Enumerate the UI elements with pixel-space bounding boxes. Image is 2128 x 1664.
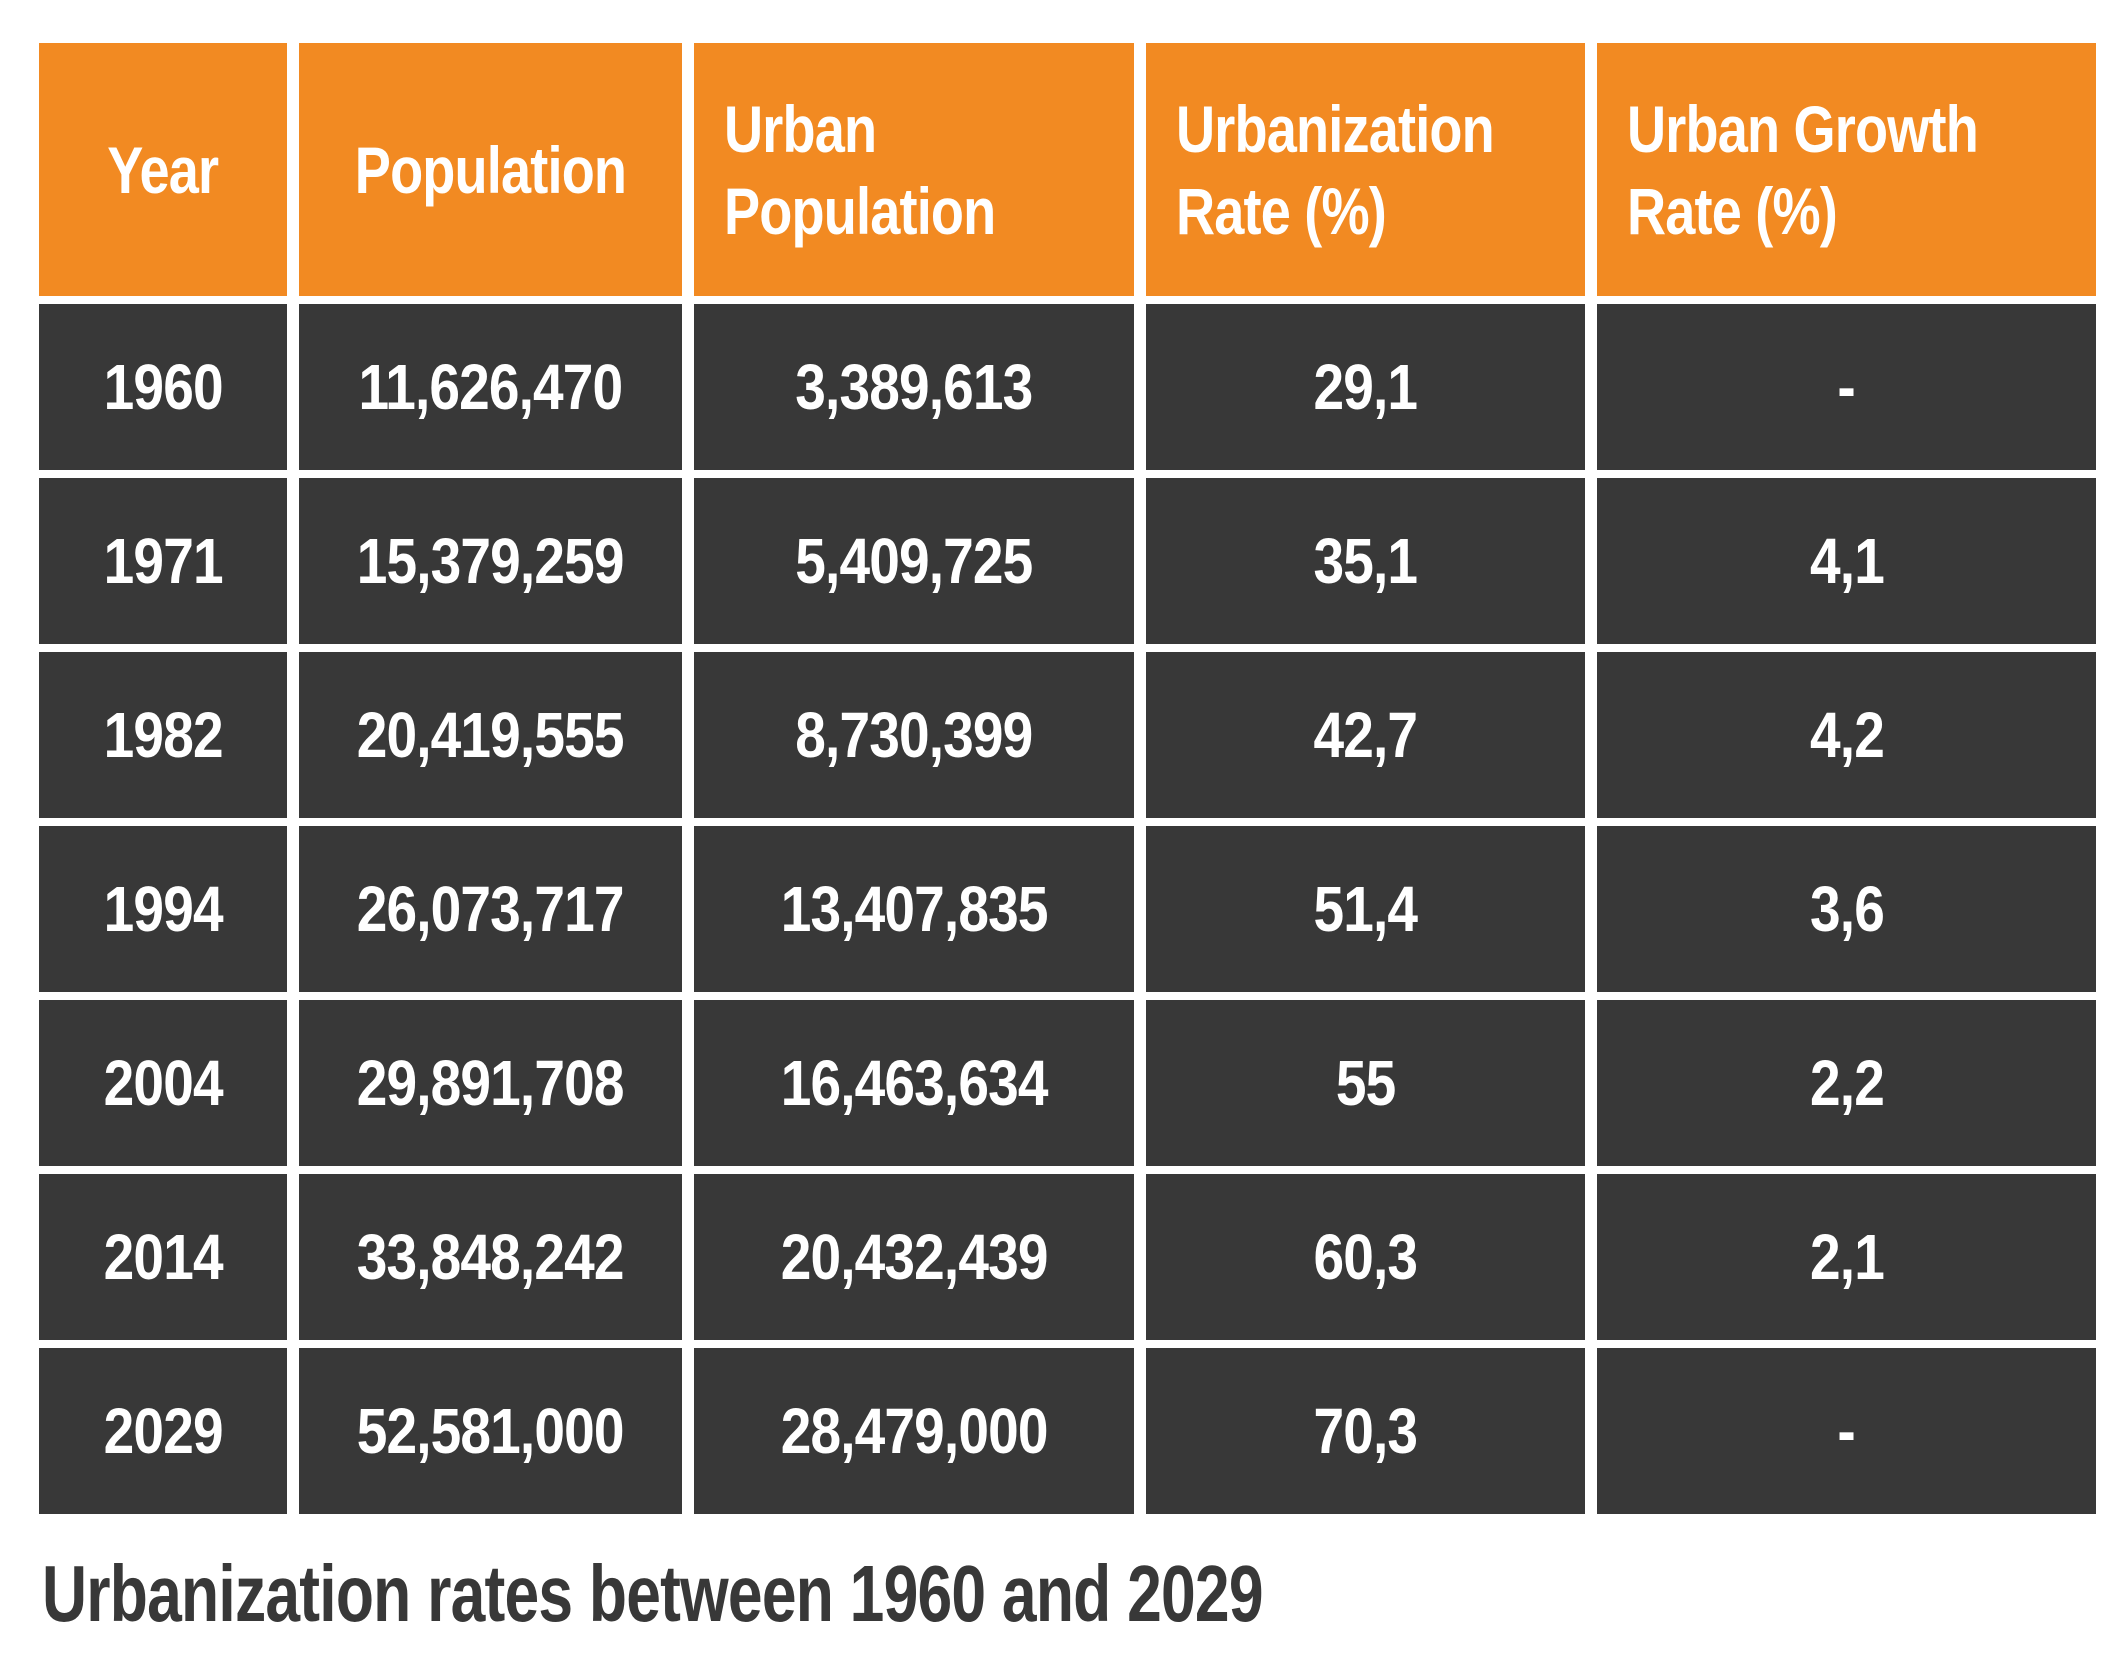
header-urban-population-label: Urban Population	[724, 91, 996, 248]
table-row-1-urban-growth-rate: 4,1	[1809, 525, 1885, 597]
cell-urbanization-rate: 35,1	[1146, 478, 1585, 644]
cell-urbanization-rate: 29,1	[1146, 304, 1585, 470]
header-population-label: Population	[354, 132, 627, 207]
cell-year: 1994	[39, 826, 287, 992]
header-year: Year	[39, 43, 287, 296]
table-row-0-population: 11,626,470	[358, 351, 624, 423]
cell-population: 29,891,708	[299, 1000, 682, 1166]
table-row-4-population: 29,891,708	[357, 1047, 625, 1119]
table-row-5-urban-population: 20,432,439	[780, 1221, 1049, 1293]
cell-urban-population: 13,407,835	[694, 826, 1134, 992]
header-population: Population	[299, 43, 682, 296]
cell-year: 1982	[39, 652, 287, 818]
table-row-6-urbanization-rate: 70,3	[1313, 1395, 1419, 1467]
cell-year: 1971	[39, 478, 287, 644]
cell-population: 20,419,555	[299, 652, 682, 818]
cell-urban-population: 16,463,634	[694, 1000, 1134, 1166]
table-row-5-urban-growth-rate: 2,1	[1809, 1221, 1885, 1293]
header-urban-population: Urban Population	[694, 43, 1134, 296]
cell-urbanization-rate: 55	[1146, 1000, 1585, 1166]
table-row-1-year: 1971	[103, 525, 223, 597]
cell-population: 52,581,000	[299, 1348, 682, 1514]
cell-population: 15,379,259	[299, 478, 682, 644]
cell-population: 33,848,242	[299, 1174, 682, 1340]
table-row-5-population: 33,848,242	[357, 1221, 625, 1293]
table-row-4-year: 2004	[103, 1047, 223, 1119]
table-row-2-year: 1982	[103, 699, 223, 771]
cell-urban-population: 20,432,439	[694, 1174, 1134, 1340]
cell-urbanization-rate: 42,7	[1146, 652, 1585, 818]
cell-urban-growth-rate: 2,1	[1597, 1174, 2096, 1340]
header-urban-growth-rate-label: Urban Growth Rate (%)	[1627, 91, 1979, 248]
cell-year: 1960	[39, 304, 287, 470]
table-row-6-population: 52,581,000	[357, 1395, 625, 1467]
cell-urbanization-rate: 60,3	[1146, 1174, 1585, 1340]
table-row-0-urban-growth-rate: -	[1837, 351, 1856, 423]
table-row-3-urban-growth-rate: 3,6	[1809, 873, 1885, 945]
cell-urban-population: 28,479,000	[694, 1348, 1134, 1514]
cell-urban-growth-rate: -	[1597, 1348, 2096, 1514]
cell-urbanization-rate: 70,3	[1146, 1348, 1585, 1514]
cell-year: 2029	[39, 1348, 287, 1514]
table-row-4-urban-population: 16,463,634	[780, 1047, 1049, 1119]
cell-urban-population: 5,409,725	[694, 478, 1134, 644]
table-row-6-year: 2029	[103, 1395, 223, 1467]
cell-urban-growth-rate: 4,2	[1597, 652, 2096, 818]
cell-urbanization-rate: 51,4	[1146, 826, 1585, 992]
table-row-2-urban-growth-rate: 4,2	[1809, 699, 1885, 771]
cell-urban-population: 3,389,613	[694, 304, 1134, 470]
cell-year: 2004	[39, 1000, 287, 1166]
table-row-6-urban-growth-rate: -	[1837, 1395, 1856, 1467]
table-row-0-urbanization-rate: 29,1	[1313, 351, 1419, 423]
table-row-2-population: 20,419,555	[357, 699, 625, 771]
header-year-label: Year	[107, 132, 219, 207]
table-row-3-urban-population: 13,407,835	[780, 873, 1049, 945]
cell-year: 2014	[39, 1174, 287, 1340]
table-row-0-urban-population: 3,389,613	[795, 351, 1033, 423]
table-row-4-urban-growth-rate: 2,2	[1809, 1047, 1885, 1119]
table-row-3-population: 26,073,717	[357, 873, 625, 945]
table-row-4-urbanization-rate: 55	[1335, 1047, 1396, 1119]
table-row-3-urbanization-rate: 51,4	[1313, 873, 1419, 945]
cell-urban-growth-rate: 2,2	[1597, 1000, 2096, 1166]
table-row-5-year: 2014	[103, 1221, 223, 1293]
table-row-1-urbanization-rate: 35,1	[1313, 525, 1419, 597]
urbanization-table: Year Population Urban Population Urbaniz…	[39, 43, 2096, 1514]
header-urbanization-rate-label: Urbanization Rate (%)	[1176, 91, 1495, 248]
cell-population: 26,073,717	[299, 826, 682, 992]
cell-urban-growth-rate: -	[1597, 304, 2096, 470]
cell-urban-growth-rate: 4,1	[1597, 478, 2096, 644]
table-row-1-urban-population: 5,409,725	[795, 525, 1033, 597]
table-caption: Urbanization rates between 1960 and 2029	[42, 1549, 1264, 1638]
table-row-5-urbanization-rate: 60,3	[1313, 1221, 1419, 1293]
table-row-0-year: 1960	[103, 351, 223, 423]
table-row-1-population: 15,379,259	[357, 525, 625, 597]
table-row-2-urbanization-rate: 42,7	[1313, 699, 1419, 771]
cell-urban-population: 8,730,399	[694, 652, 1134, 818]
cell-urban-growth-rate: 3,6	[1597, 826, 2096, 992]
table-row-3-year: 1994	[103, 873, 223, 945]
cell-population: 11,626,470	[299, 304, 682, 470]
header-urbanization-rate: Urbanization Rate (%)	[1146, 43, 1585, 296]
table-row-6-urban-population: 28,479,000	[780, 1395, 1049, 1467]
table-row-2-urban-population: 8,730,399	[795, 699, 1033, 771]
header-urban-growth-rate: Urban Growth Rate (%)	[1597, 43, 2096, 296]
